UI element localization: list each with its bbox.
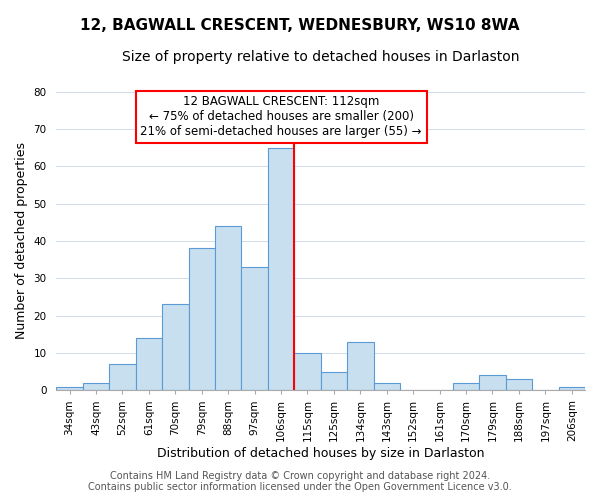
Title: Size of property relative to detached houses in Darlaston: Size of property relative to detached ho…: [122, 50, 520, 64]
Bar: [241, 267, 268, 390]
Bar: [479, 376, 506, 390]
Bar: [294, 353, 321, 391]
Bar: [453, 383, 479, 390]
Y-axis label: Number of detached properties: Number of detached properties: [15, 142, 28, 340]
Bar: [109, 364, 136, 390]
Bar: [83, 383, 109, 390]
Bar: [506, 379, 532, 390]
Bar: [162, 304, 188, 390]
Bar: [321, 372, 347, 390]
Bar: [215, 226, 241, 390]
Bar: [56, 386, 83, 390]
Text: Contains HM Land Registry data © Crown copyright and database right 2024.
Contai: Contains HM Land Registry data © Crown c…: [88, 471, 512, 492]
Bar: [347, 342, 374, 390]
Text: 12 BAGWALL CRESCENT: 112sqm
← 75% of detached houses are smaller (200)
21% of se: 12 BAGWALL CRESCENT: 112sqm ← 75% of det…: [140, 96, 422, 138]
Bar: [559, 386, 585, 390]
X-axis label: Distribution of detached houses by size in Darlaston: Distribution of detached houses by size …: [157, 447, 484, 460]
Bar: [374, 383, 400, 390]
Bar: [136, 338, 162, 390]
Bar: [268, 148, 294, 390]
Text: 12, BAGWALL CRESCENT, WEDNESBURY, WS10 8WA: 12, BAGWALL CRESCENT, WEDNESBURY, WS10 8…: [80, 18, 520, 32]
Bar: [188, 248, 215, 390]
